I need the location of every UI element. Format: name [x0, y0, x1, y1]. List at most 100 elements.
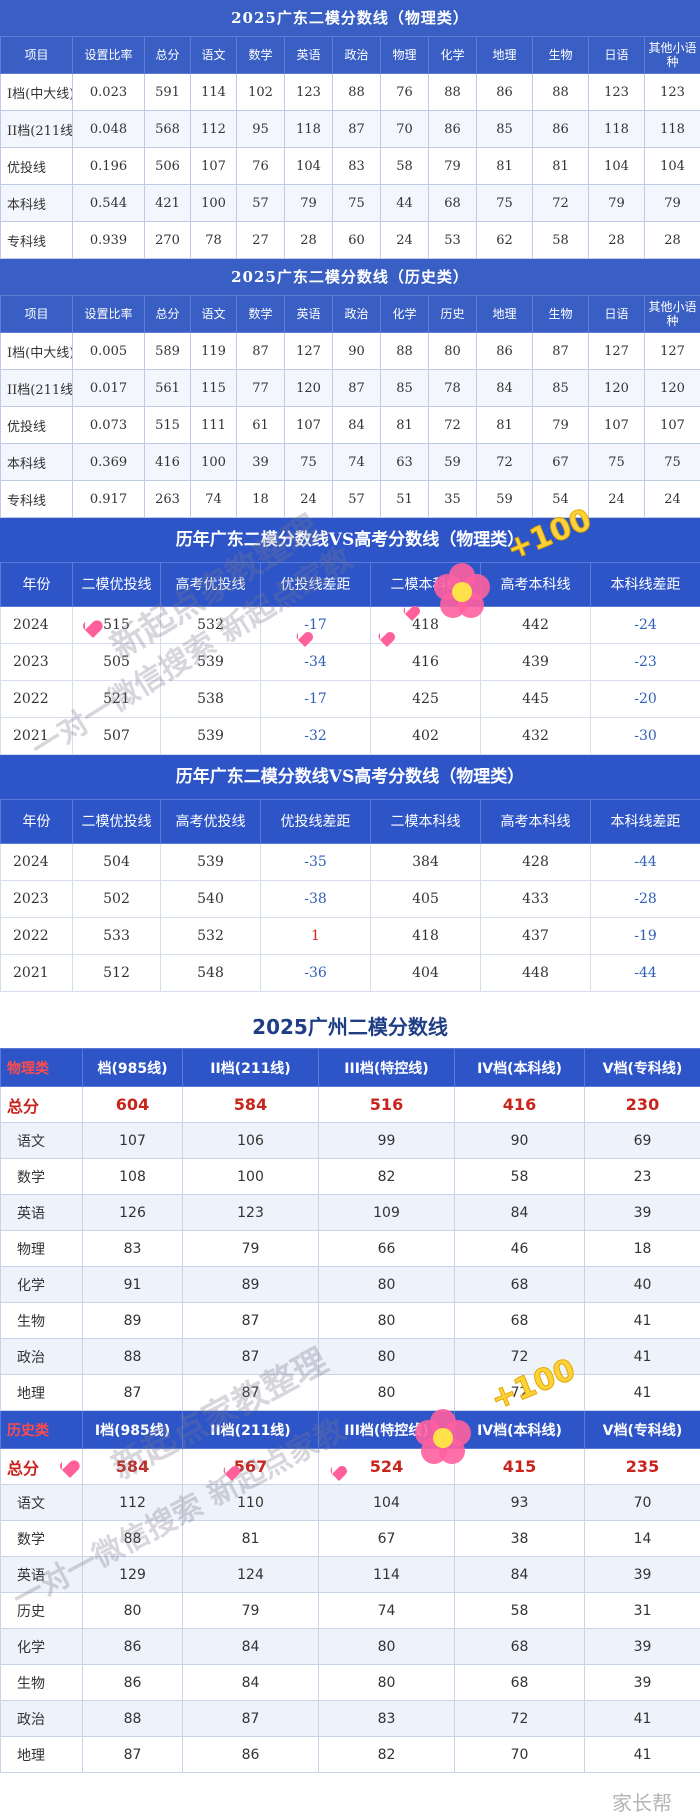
column-header: 二模本科线 — [370, 562, 481, 607]
column-header: 本科线差距 — [590, 799, 700, 844]
table-cell: -36 — [260, 954, 371, 992]
table-cell: 561 — [144, 369, 191, 407]
column-header: 化学 — [380, 295, 429, 333]
table-cell: 405 — [370, 880, 481, 918]
row-label: 英语 — [0, 1556, 83, 1593]
cmp2-table: 年份 二模优投线 高考优投线 优投线差距 二模本科线 高考本科线 本科线差距 2024 504 5… — [0, 799, 700, 992]
table-cell: 81 — [476, 406, 533, 444]
table-cell: 84 — [454, 1194, 585, 1231]
table-cell: 62 — [476, 221, 533, 259]
table-cell: 90 — [332, 332, 381, 370]
table-row: 专科线 0.917 263 74 18 24 57 51 35 59 54 24 24 — [0, 480, 700, 518]
gz-hist-body: 历史类 I档(985线) II档(211线) III档(特控线) IV档(本科线) V档(… — [0, 1410, 700, 1773]
table-cell: 39 — [584, 1194, 700, 1231]
table-cell: 41 — [584, 1700, 700, 1737]
column-header: 二模优投线 — [72, 799, 161, 844]
table-cell: 81 — [380, 406, 429, 444]
category-label: 历史类 — [0, 1410, 83, 1449]
table-cell: 437 — [480, 917, 591, 955]
row-label: 语文 — [0, 1484, 83, 1521]
table-cell: 61 — [236, 406, 285, 444]
table-cell: 384 — [370, 843, 481, 881]
table-cell: 82 — [318, 1158, 455, 1195]
table-cell: 79 — [182, 1230, 319, 1267]
column-header: IV档(本科线) — [454, 1410, 585, 1449]
table-cell: 84 — [182, 1664, 319, 1701]
corner-logo: 家长帮 — [612, 1791, 672, 1815]
row-label: 政治 — [0, 1338, 83, 1375]
table-cell: 442 — [480, 606, 591, 644]
table-cell: 86 — [476, 332, 533, 370]
table-cell: 404 — [370, 954, 481, 992]
cmp2-title: 历年广东二模分数线VS高考分数线（物理类） — [0, 755, 700, 799]
table-cell: 38 — [454, 1520, 585, 1557]
table-cell: 512 — [72, 954, 161, 992]
table-cell: 80 — [82, 1592, 183, 1629]
hist2025-table: 项目 设置比率 总分 语文 数学 英语 政治 化学 历史 地理 生物 日语 其他小语种 I档(中大线) 0.… — [0, 295, 700, 518]
table-cell: 57 — [236, 184, 285, 222]
phys2025-body: 项目 设置比率 总分 语文 数学 英语 政治 物理 化学 地理 生物 日语 其他小语种 I档(中大线) 0.… — [0, 36, 700, 259]
table-cell: 85 — [380, 369, 429, 407]
column-header: 政治 — [332, 36, 381, 74]
table-cell: 506 — [144, 147, 191, 185]
table-cell: 104 — [318, 1484, 455, 1521]
table-row: 数学 108 100 82 58 23 — [0, 1158, 700, 1195]
table-cell: 127 — [644, 332, 700, 370]
table-cell: 70 — [454, 1736, 585, 1773]
table-cell: 87 — [532, 332, 589, 370]
column-header: 设置比率 — [72, 36, 145, 74]
table-row: 英语 129 124 114 84 39 — [0, 1556, 700, 1593]
table-row: 2023 502 540 -38 405 433 -28 — [0, 880, 700, 918]
row-label: 2021 — [0, 717, 73, 755]
table-cell: 108 — [82, 1158, 183, 1195]
table-cell: 89 — [182, 1266, 319, 1303]
column-header: 二模本科线 — [370, 799, 481, 844]
column-header: 二模优投线 — [72, 562, 161, 607]
total-cell: 584 — [182, 1086, 319, 1123]
table-row: 政治 88 87 80 72 41 — [0, 1338, 700, 1375]
row-label: 2023 — [0, 880, 73, 918]
table-cell: 86 — [428, 110, 477, 148]
row-label: 优投线 — [0, 406, 73, 444]
row-label: 2023 — [0, 643, 73, 681]
table-row: 数学 88 81 67 38 14 — [0, 1520, 700, 1557]
table-cell: 68 — [454, 1266, 585, 1303]
column-header: 英语 — [284, 295, 333, 333]
row-label: 语文 — [0, 1122, 83, 1159]
table-cell: 0.939 — [72, 221, 145, 259]
table-cell: 118 — [284, 110, 333, 148]
phys2025-title: 2025广东二模分数线（物理类） — [0, 0, 700, 36]
table-cell: 129 — [82, 1556, 183, 1593]
table-cell: -32 — [260, 717, 371, 755]
table-cell: 123 — [644, 73, 700, 111]
row-label: II档(211线) — [0, 369, 73, 407]
table-cell: 18 — [236, 480, 285, 518]
table-row: I档(中大线) 0.005 589 119 87 127 90 88 80 86 87 127 127 — [0, 332, 700, 370]
gz-table: 物理类 档(985线) II档(211线) III档(特控线) IV档(本科线) V档(专… — [0, 1048, 700, 1773]
table-cell: 568 — [144, 110, 191, 148]
column-header: 优投线差距 — [260, 799, 371, 844]
table-cell: 120 — [588, 369, 645, 407]
table-cell: 28 — [588, 221, 645, 259]
table-cell: 532 — [160, 917, 261, 955]
column-header: 日语 — [588, 295, 645, 333]
column-header: 档(985线) — [82, 1048, 183, 1087]
table-row: 化学 86 84 80 68 39 — [0, 1628, 700, 1665]
row-label: 2021 — [0, 954, 73, 992]
table-cell: 41 — [584, 1374, 700, 1411]
table-cell: 110 — [182, 1484, 319, 1521]
table-cell: 74 — [190, 480, 237, 518]
hist2025-body: 项目 设置比率 总分 语文 数学 英语 政治 化学 历史 地理 生物 日语 其他小语种 I档(中大线) 0.… — [0, 295, 700, 518]
phys2025-header-row: 项目 设置比率 总分 语文 数学 英语 政治 物理 化学 地理 生物 日语 其他小语种 — [0, 36, 700, 74]
table-row: 2024 515 532 -17 418 442 -24 — [0, 606, 700, 644]
table-cell: 59 — [476, 480, 533, 518]
table-cell: 87 — [182, 1338, 319, 1375]
table-cell: 78 — [190, 221, 237, 259]
table-cell: -38 — [260, 880, 371, 918]
table-cell: 90 — [454, 1122, 585, 1159]
table-cell: 24 — [644, 480, 700, 518]
row-label: II档(211线) — [0, 110, 73, 148]
table-cell: 28 — [284, 221, 333, 259]
table-cell: 51 — [380, 480, 429, 518]
table-cell: 87 — [182, 1374, 319, 1411]
